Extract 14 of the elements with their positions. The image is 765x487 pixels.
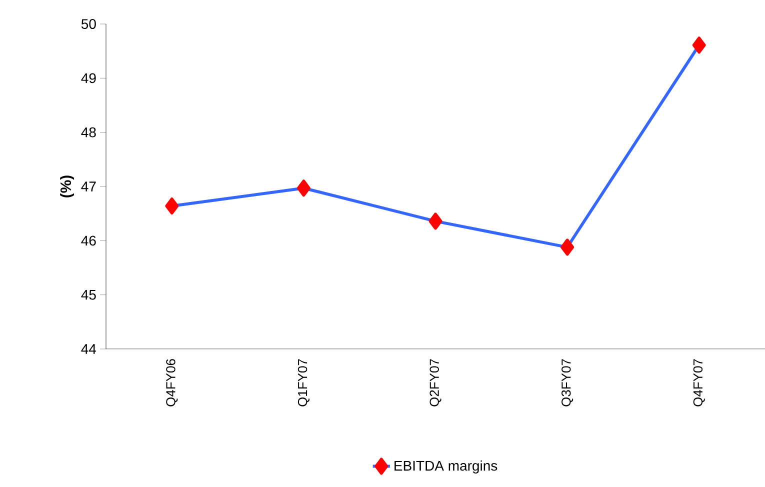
y-tick-label: 49 xyxy=(81,73,96,84)
y-tick-label: 45 xyxy=(81,290,96,300)
x-tick-label: Q4FY07 xyxy=(693,359,705,406)
legend-label: EBITDA margins xyxy=(394,460,498,474)
y-tick-label: 44 xyxy=(81,344,96,354)
y-tick-label: 48 xyxy=(81,127,96,138)
x-tick-label: Q3FY07 xyxy=(562,359,574,406)
x-tick-label: Q2FY07 xyxy=(430,359,442,406)
x-tick-label: Q1FY07 xyxy=(298,359,310,406)
y-tick-label: 50 xyxy=(81,19,96,29)
y-tick-label: 46 xyxy=(81,236,96,246)
x-tick-label: Q4FY06 xyxy=(166,359,178,406)
y-tick-label: 47 xyxy=(81,182,96,192)
y-axis-title: (%) xyxy=(60,176,74,198)
